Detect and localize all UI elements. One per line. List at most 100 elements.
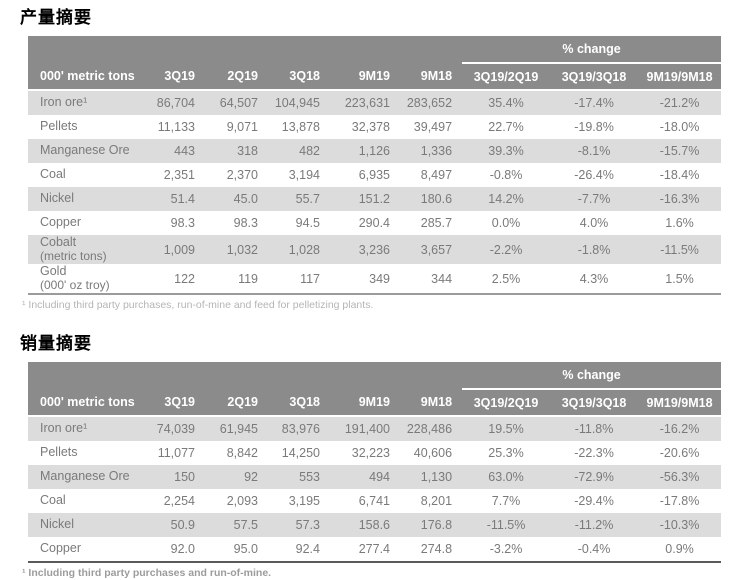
pct-cell: 4.0%: [579, 216, 609, 230]
row-label-cell: Cobalt (metric tons): [28, 235, 150, 264]
row-label-cell: Iron ore¹: [28, 90, 150, 115]
value-cell: 8,201: [420, 494, 453, 508]
pct-cell: -1.8%: [577, 242, 611, 257]
pct-change-header: % change: [462, 36, 722, 64]
pct-cell: -7.7%: [577, 192, 611, 206]
value-cell: 55.7: [295, 192, 320, 206]
pct-cell: -3.2%: [489, 542, 523, 556]
pct-change-header: % change: [462, 362, 722, 390]
value-cell: 98.3: [233, 216, 258, 230]
pct-column-header: 9M19/9M18: [638, 389, 722, 417]
row-label-cell: Copper: [28, 211, 150, 235]
production-summary-footnote: ¹ Including third party purchases, run-o…: [22, 299, 374, 311]
period-column-header: 2Q19: [205, 389, 268, 417]
pct-cell: 2.5%: [491, 271, 521, 286]
value-cell: 494: [369, 470, 390, 484]
value-cell: 92.4: [295, 542, 320, 556]
pct-cell: 63.0%: [488, 470, 524, 484]
row-label: Coal: [40, 493, 66, 508]
value-cell: 104,945: [274, 96, 320, 110]
pct-cell: -26.4%: [574, 168, 614, 182]
pct-cell: -11.5%: [486, 518, 526, 532]
row-label-cell: Iron ore¹: [28, 416, 150, 441]
value-cell: 86,704: [156, 96, 195, 110]
value-cell: 349: [369, 271, 390, 286]
value-cell: 2,093: [226, 494, 258, 508]
value-cell: 117: [300, 271, 320, 286]
pct-cell: -11.5%: [660, 242, 699, 257]
table-row: Nickel 51.4 45.0 55.7 151.2 180.6 14.2% -7.7% -1…: [28, 187, 722, 211]
value-cell: 150: [174, 470, 195, 484]
table-row: Cobalt (metric tons) 1,009 1,032 1,028 3,236 3…: [28, 235, 722, 264]
table-row: Manganese Ore 443 318 482 1,126 1,336 39.3% -8.…: [28, 139, 722, 163]
pct-cell: 1.5%: [665, 271, 694, 286]
value-cell: 1,126: [358, 144, 390, 158]
pct-cell: 1.6%: [665, 216, 694, 230]
pct-cell: -17.4%: [574, 96, 614, 110]
value-cell: 3,194: [288, 168, 320, 182]
value-cell: 1,130: [420, 470, 453, 484]
value-cell: 64,507: [219, 96, 258, 110]
period-column-header: 3Q19: [150, 389, 205, 417]
value-cell: 285.7: [420, 216, 453, 230]
value-cell: 40,606: [413, 446, 453, 460]
pct-cell: 25.3%: [488, 446, 524, 460]
value-cell: 290.4: [358, 216, 390, 230]
row-label-cell: Coal: [28, 163, 150, 187]
pct-cell: -16.2%: [659, 422, 700, 436]
pct-cell: -56.3%: [659, 470, 700, 484]
pct-cell: 35.4%: [488, 96, 524, 110]
value-cell: 11,133: [157, 120, 195, 134]
value-cell: 92.0: [170, 542, 195, 556]
value-cell: 6,935: [358, 168, 390, 182]
row-label-cell: Manganese Ore: [28, 139, 150, 163]
pct-cell: -2.2%: [489, 242, 523, 257]
value-cell: 122: [174, 271, 195, 286]
value-cell: 1,032: [226, 242, 258, 257]
sales-summary-section: 销量摘要 % change 000' metric tons 3Q19 2Q19 3Q1…: [0, 334, 733, 580]
value-cell: 3,657: [420, 242, 453, 257]
table-row: Nickel 50.9 57.5 57.3 158.6 176.8 -11.5% -11.2%…: [28, 513, 722, 537]
pct-cell: 0.9%: [665, 542, 694, 556]
pct-cell: 14.2%: [488, 192, 524, 206]
sales-summary-table: % change 000' metric tons 3Q19 2Q19 3Q18 9M19…: [28, 362, 722, 563]
pct-cell: -18.0%: [659, 120, 700, 134]
pct-cell: -21.2%: [659, 96, 700, 110]
row-sublabel: (000' oz troy): [40, 278, 110, 293]
value-cell: 74,039: [156, 422, 195, 436]
value-cell: 83,976: [281, 422, 320, 436]
value-cell: 95.0: [233, 542, 258, 556]
period-column-header: 9M18: [400, 389, 463, 417]
value-cell: 3,195: [288, 494, 320, 508]
value-cell: 2,254: [163, 494, 195, 508]
period-column-header: 9M19: [330, 389, 400, 417]
value-cell: 45.0: [233, 192, 258, 206]
pct-cell: -10.3%: [659, 518, 700, 532]
value-cell: 274.8: [420, 542, 453, 556]
pct-cell: -29.4%: [574, 494, 614, 508]
production-summary-section: 产量摘要 % change 000' metric tons 3Q19 2Q19 3Q1…: [0, 8, 733, 312]
value-cell: 14,250: [281, 446, 320, 460]
production-summary-table-host: % change 000' metric tons 3Q19 2Q19 3Q18 9M19…: [0, 36, 733, 295]
value-cell: 2,351: [163, 168, 195, 182]
value-cell: 228,486: [406, 422, 453, 436]
pct-cell: -17.8%: [659, 494, 700, 508]
pct-cell: 4.3%: [579, 271, 609, 286]
value-cell: 94.5: [295, 216, 320, 230]
value-cell: 277.4: [358, 542, 390, 556]
value-cell: 92: [244, 470, 258, 484]
value-cell: 119: [238, 271, 258, 286]
value-cell: 1,009: [163, 242, 195, 257]
value-cell: 191,400: [344, 422, 390, 436]
pct-cell: -19.8%: [574, 120, 614, 134]
sales-summary-footnote: ¹ Including third party purchases and ru…: [22, 567, 272, 579]
period-column-header: 3Q18: [268, 389, 330, 417]
pct-cell: -0.4%: [577, 542, 611, 556]
row-label: Iron ore¹: [40, 95, 88, 110]
value-cell: 9,071: [226, 120, 258, 134]
pct-cell: 39.3%: [488, 144, 524, 158]
value-cell: 32,378: [351, 120, 390, 134]
pct-cell: 19.5%: [488, 422, 524, 436]
pct-cell: -16.3%: [659, 192, 700, 206]
